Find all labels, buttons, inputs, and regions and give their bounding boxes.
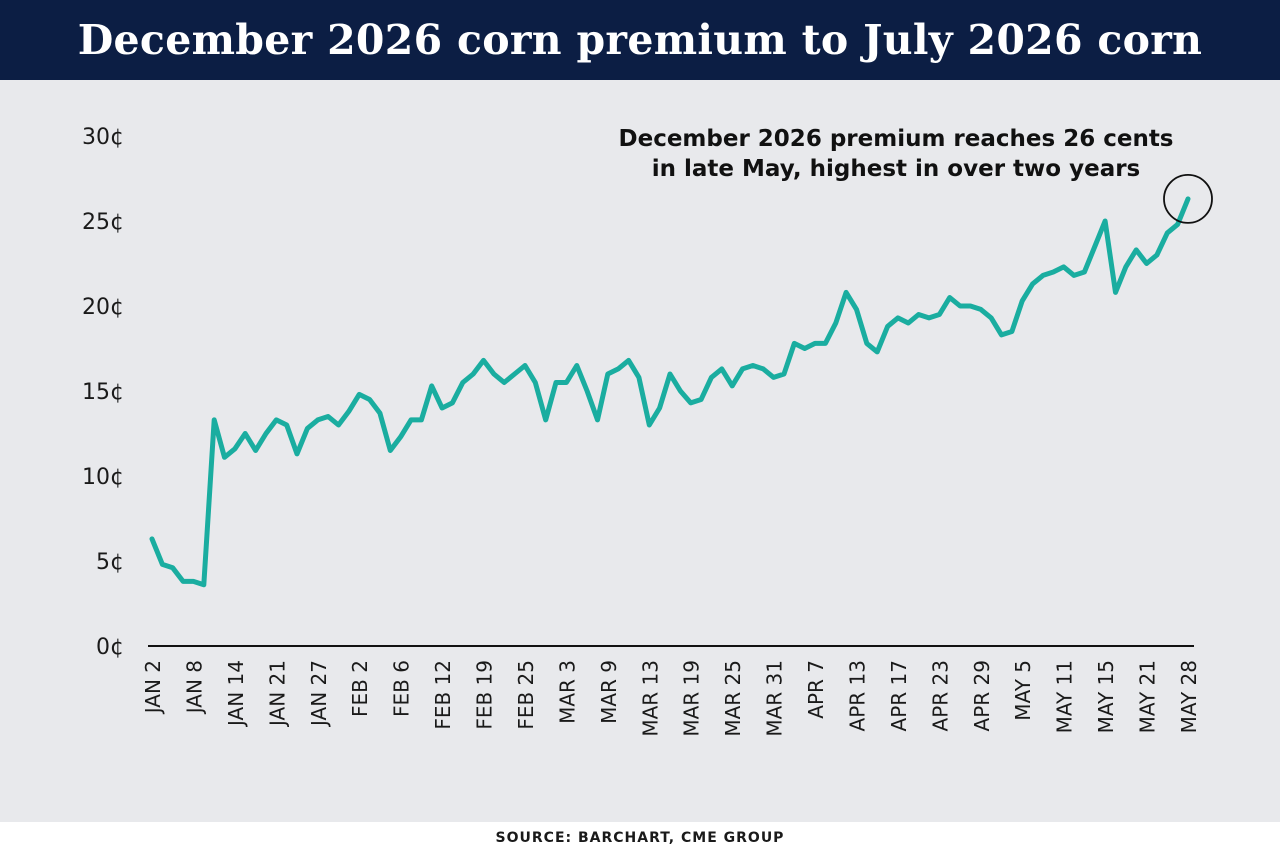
x-tick-label: MAY 21 [1136, 660, 1160, 733]
x-tick-label: MAY 11 [1053, 660, 1077, 733]
x-tick-label: MAY 5 [1011, 660, 1035, 721]
x-tick-label: MAY 28 [1177, 660, 1201, 733]
x-tick-label: APR 13 [845, 660, 869, 731]
x-tick-label: APR 7 [804, 660, 828, 719]
y-tick-label: 20¢ [82, 295, 124, 320]
annotation-text: December 2026 premium reaches 26 cents [619, 126, 1174, 152]
annotation-text: in late May, highest in over two years [652, 156, 1141, 182]
source-note: SOURCE: BARCHART, CME GROUP [495, 830, 785, 846]
highlight-circle [1163, 174, 1213, 224]
y-tick-label: 25¢ [82, 210, 124, 235]
x-tick-label: MAY 15 [1094, 660, 1118, 733]
x-tick-label: MAR 9 [597, 660, 621, 724]
x-tick-label: FEB 12 [431, 660, 455, 730]
x-tick-label: MAR 19 [680, 660, 704, 737]
line-chart: 0¢ 5¢ 10¢ 15¢ 20¢ 25¢ 30¢ JAN 2 JAN 8 JAN 14 JAN 2… [82, 125, 1213, 737]
x-tick-label: APR 29 [970, 660, 994, 731]
x-tick-label: MAR 25 [721, 660, 745, 737]
x-tick-label: FEB 2 [348, 660, 372, 717]
plot-panel: 0¢ 5¢ 10¢ 15¢ 20¢ 25¢ 30¢ JAN 2 JAN 8 JAN 14 JAN 2… [0, 80, 1280, 822]
y-tick-label: 15¢ [82, 380, 124, 405]
x-tick-label: FEB 19 [473, 660, 497, 730]
x-tick-label: JAN 14 [224, 660, 248, 728]
x-tick-label: JAN 27 [307, 660, 331, 728]
x-tick-label: JAN 21 [265, 660, 289, 728]
x-tick-label: MAR 3 [555, 660, 579, 724]
y-tick-label: 30¢ [82, 125, 124, 150]
y-tick-label: 10¢ [82, 465, 124, 490]
series-line [149, 196, 1191, 588]
y-tick-label: 0¢ [96, 635, 124, 660]
x-tick-label: MAR 31 [763, 660, 787, 737]
x-tick-label: FEB 6 [390, 660, 414, 717]
x-tick-label: FEB 25 [514, 660, 538, 730]
x-tick-label: MAR 13 [638, 660, 662, 737]
header-bar: December 2026 corn premium to July 2026 … [0, 0, 1280, 80]
x-tick-label: APR 17 [887, 660, 911, 731]
y-tick-label: 5¢ [96, 550, 124, 575]
x-tick-label: JAN 2 [141, 660, 165, 715]
x-tick-label: APR 23 [928, 660, 952, 731]
x-tick-label: JAN 8 [182, 660, 206, 715]
chart-title: December 2026 corn premium to July 2026 … [77, 16, 1203, 64]
